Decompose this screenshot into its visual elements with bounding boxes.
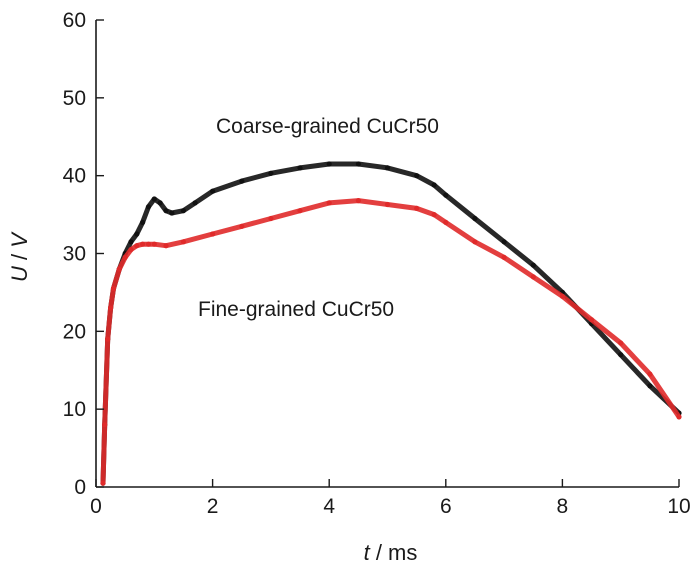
data-point	[647, 371, 653, 377]
y-axis-label-unit: V	[7, 231, 32, 248]
data-point	[180, 208, 186, 214]
data-point	[128, 247, 134, 253]
x-axis-label: t / ms	[364, 540, 418, 565]
data-point	[443, 219, 449, 225]
data-point	[134, 243, 140, 249]
data-point	[151, 196, 157, 202]
data-point	[105, 336, 111, 342]
data-point	[472, 215, 478, 222]
data-point	[169, 210, 175, 216]
data-point	[157, 200, 163, 206]
data-point	[588, 317, 595, 323]
data-point	[210, 188, 216, 194]
y-tick-label: 50	[63, 87, 86, 110]
data-point	[140, 241, 146, 247]
y-tick-label: 20	[63, 320, 86, 343]
data-point	[355, 161, 361, 167]
data-point	[443, 192, 449, 198]
series-layer	[100, 161, 682, 486]
x-tick-label: 8	[557, 495, 569, 518]
data-point	[355, 198, 361, 204]
data-point	[151, 241, 157, 247]
x-axis-label-var: t	[364, 540, 371, 565]
y-tick-label: 10	[63, 398, 86, 421]
x-tick-label: 10	[667, 495, 690, 518]
series-fine	[100, 198, 682, 486]
data-point	[618, 352, 624, 358]
data-point	[192, 200, 198, 206]
y-tick-label: 30	[63, 243, 86, 266]
y-tick-label: 40	[63, 165, 86, 188]
data-point	[122, 254, 128, 260]
data-point	[116, 266, 122, 272]
data-point	[431, 212, 437, 218]
data-point	[100, 480, 106, 486]
y-tick-label: 60	[63, 9, 86, 32]
x-tick-label: 6	[440, 495, 452, 518]
data-point	[431, 182, 437, 188]
data-point	[618, 340, 624, 346]
data-point	[239, 223, 245, 229]
data-point	[472, 239, 478, 245]
data-point	[128, 239, 134, 245]
ticks-layer: 0 2 4 6 8 10 0 10 20 30 40 50 60	[63, 9, 691, 518]
data-point	[530, 262, 536, 268]
data-point	[414, 205, 420, 211]
data-point	[414, 173, 420, 179]
annotation-fine: Fine-grained CuCr50	[198, 298, 394, 321]
y-axis-label: U / V	[7, 231, 32, 282]
data-point	[297, 165, 303, 171]
data-point	[384, 165, 391, 171]
data-point	[268, 215, 274, 222]
series-line-fine	[100, 198, 682, 486]
data-point	[140, 219, 146, 225]
annotation-coarse: Coarse-grained CuCr50	[216, 115, 439, 138]
x-tick-label: 0	[90, 495, 102, 518]
y-axis-label-sep: /	[7, 248, 32, 266]
data-point	[326, 161, 332, 167]
data-point	[163, 208, 169, 214]
data-point	[163, 243, 169, 249]
data-point	[134, 231, 140, 237]
data-point	[384, 201, 391, 208]
data-point	[145, 204, 152, 210]
data-point	[180, 239, 186, 245]
data-point	[501, 239, 507, 245]
data-point	[268, 170, 274, 176]
data-point	[210, 231, 216, 237]
data-point	[297, 208, 303, 214]
data-point	[647, 383, 653, 389]
data-point	[326, 200, 332, 206]
data-point	[108, 305, 114, 311]
data-point	[676, 414, 682, 420]
y-tick-label: 0	[74, 476, 86, 499]
x-tick-label: 4	[323, 495, 335, 518]
data-point	[239, 178, 245, 184]
x-axis-label-unit: / ms	[370, 540, 418, 565]
data-point	[110, 285, 117, 292]
data-point	[501, 254, 507, 260]
data-point	[530, 274, 536, 280]
x-tick-label: 2	[207, 495, 219, 518]
data-point	[145, 241, 152, 247]
data-point	[559, 293, 566, 299]
y-axis-label-var: U	[7, 266, 32, 282]
data-point	[102, 422, 108, 428]
plot-area: 0 2 4 6 8 10 0 10 20 30 40 50 60	[63, 9, 691, 518]
